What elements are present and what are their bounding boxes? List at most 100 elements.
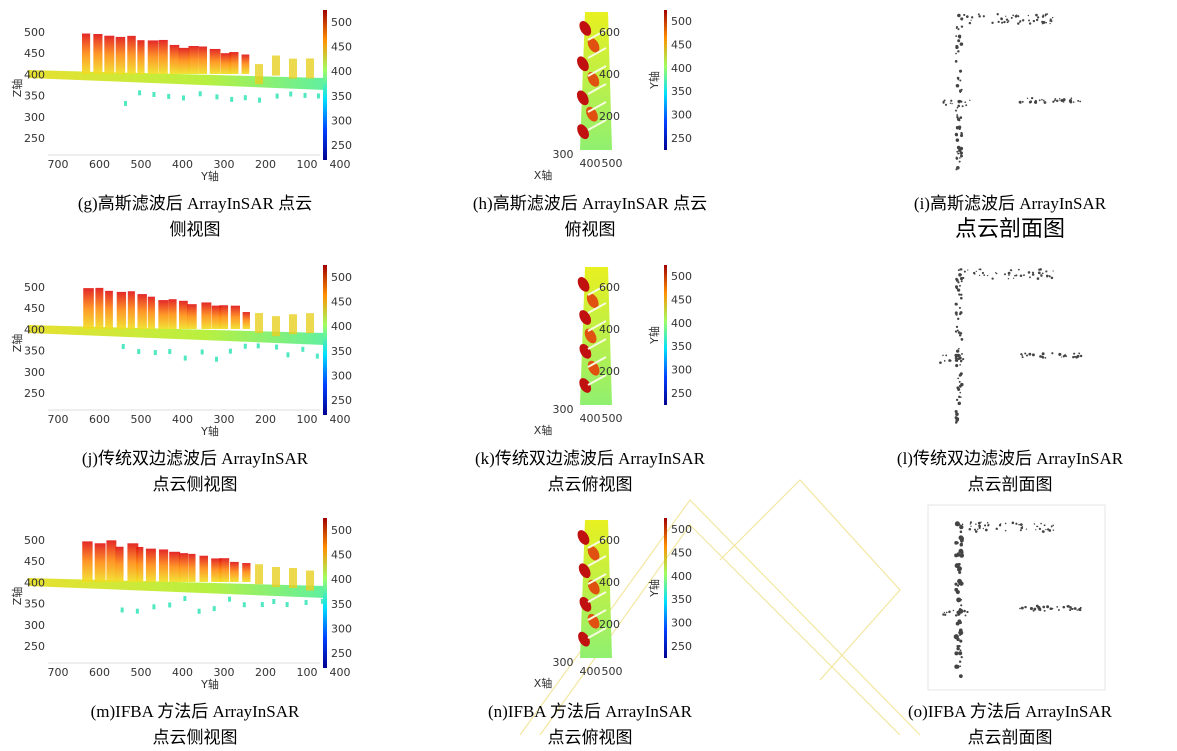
colorbar-tick-label: 450 (331, 549, 352, 562)
building-points (230, 562, 239, 582)
colorbar-tick-label: 250 (331, 647, 352, 660)
point (964, 101, 966, 103)
y-tick-label: 500 (131, 666, 152, 679)
point (971, 16, 973, 18)
point (1036, 526, 1037, 527)
point (1053, 529, 1054, 530)
low-points (305, 600, 308, 605)
point (1013, 278, 1014, 279)
point (965, 615, 967, 617)
z-tick-label: 250 (24, 387, 45, 400)
point (955, 412, 959, 416)
colorbar-tick-label: 400 (671, 570, 692, 583)
z-tick-label: 300 (24, 619, 45, 632)
building-points (179, 553, 188, 582)
low-points (258, 98, 261, 103)
x-tick-label: 500 (602, 412, 623, 425)
point (1035, 529, 1036, 530)
low-points (316, 354, 319, 359)
point (956, 541, 959, 544)
y-tick-label: 600 (599, 281, 620, 294)
point (961, 25, 963, 27)
colorbar-tick-label: 300 (671, 109, 692, 122)
point (955, 133, 958, 136)
point (987, 275, 988, 276)
point (957, 146, 961, 150)
colorbar-tick-label: 300 (331, 114, 352, 127)
x-axis-label: X轴 (534, 168, 553, 182)
point (1046, 605, 1049, 608)
point (1019, 21, 1021, 23)
low-points (213, 606, 216, 611)
low-points (121, 607, 124, 612)
low-points (198, 609, 201, 614)
point (1036, 15, 1037, 16)
point (960, 531, 963, 534)
y-tick-label: 400 (172, 666, 193, 679)
colorbar-tick-label: 250 (671, 132, 692, 145)
point (1071, 608, 1073, 610)
point (948, 359, 951, 362)
building-points (137, 294, 146, 329)
x-axis-label: X轴 (534, 423, 553, 437)
point (959, 313, 961, 315)
x-tick-label: 500 (602, 665, 623, 678)
point (959, 307, 961, 309)
colorbar-tick-label: 500 (331, 16, 352, 29)
z-tick-label: 400 (24, 68, 45, 81)
point (1019, 608, 1021, 610)
low-points (286, 352, 289, 357)
point (1080, 607, 1082, 609)
point (1001, 22, 1003, 24)
point (1069, 100, 1072, 103)
figure: 5004504003503002507006005004003002001004… (0, 0, 1177, 751)
point (957, 105, 960, 108)
point (954, 665, 958, 669)
building-points (199, 47, 207, 74)
building-points (179, 301, 188, 329)
point (1039, 609, 1041, 611)
caption-line: (n)IFBA 方法后 ArrayInSAR (488, 702, 693, 721)
point (958, 293, 960, 295)
colorbar-tick-label: 500 (671, 15, 692, 28)
low-points (286, 602, 289, 607)
x-tick-label: 400 (580, 412, 601, 425)
low-points (183, 596, 186, 601)
point (955, 110, 957, 112)
point (957, 568, 960, 571)
point (1051, 352, 1053, 354)
colorbar-tick-label: 450 (671, 293, 692, 306)
colorbar-tick-label: 400 (671, 62, 692, 75)
x-tick-label: 400 (580, 665, 601, 678)
y-axis-label: Y轴 (200, 677, 219, 691)
point (1005, 530, 1007, 532)
point (962, 524, 964, 526)
colorbar-tick-label: 500 (331, 524, 352, 537)
depth-tick-label: 400 (330, 413, 351, 426)
tree-points (255, 313, 263, 333)
colorbar (664, 265, 667, 405)
building-points (243, 312, 250, 329)
colorbar-tick-label: 350 (331, 90, 352, 103)
x-tick-label: 300 (553, 656, 574, 669)
point (942, 355, 943, 356)
y-tick-label: 700 (48, 413, 69, 426)
point (1012, 15, 1014, 17)
point (1073, 101, 1075, 103)
building-points (95, 543, 106, 582)
low-points (215, 357, 218, 362)
point (1016, 14, 1017, 15)
y-axis-label: Y轴 (200, 424, 219, 438)
point (955, 53, 957, 55)
tree-points (289, 568, 297, 588)
point (1063, 101, 1065, 103)
point (955, 278, 958, 281)
point (957, 39, 960, 42)
x-tick-label: 400 (580, 157, 601, 170)
profile-plot (928, 505, 1105, 690)
caption-line: 点云俯视图 (548, 728, 633, 747)
low-points (304, 93, 307, 98)
point (1067, 605, 1070, 608)
low-points (122, 344, 125, 349)
point (1030, 607, 1033, 610)
